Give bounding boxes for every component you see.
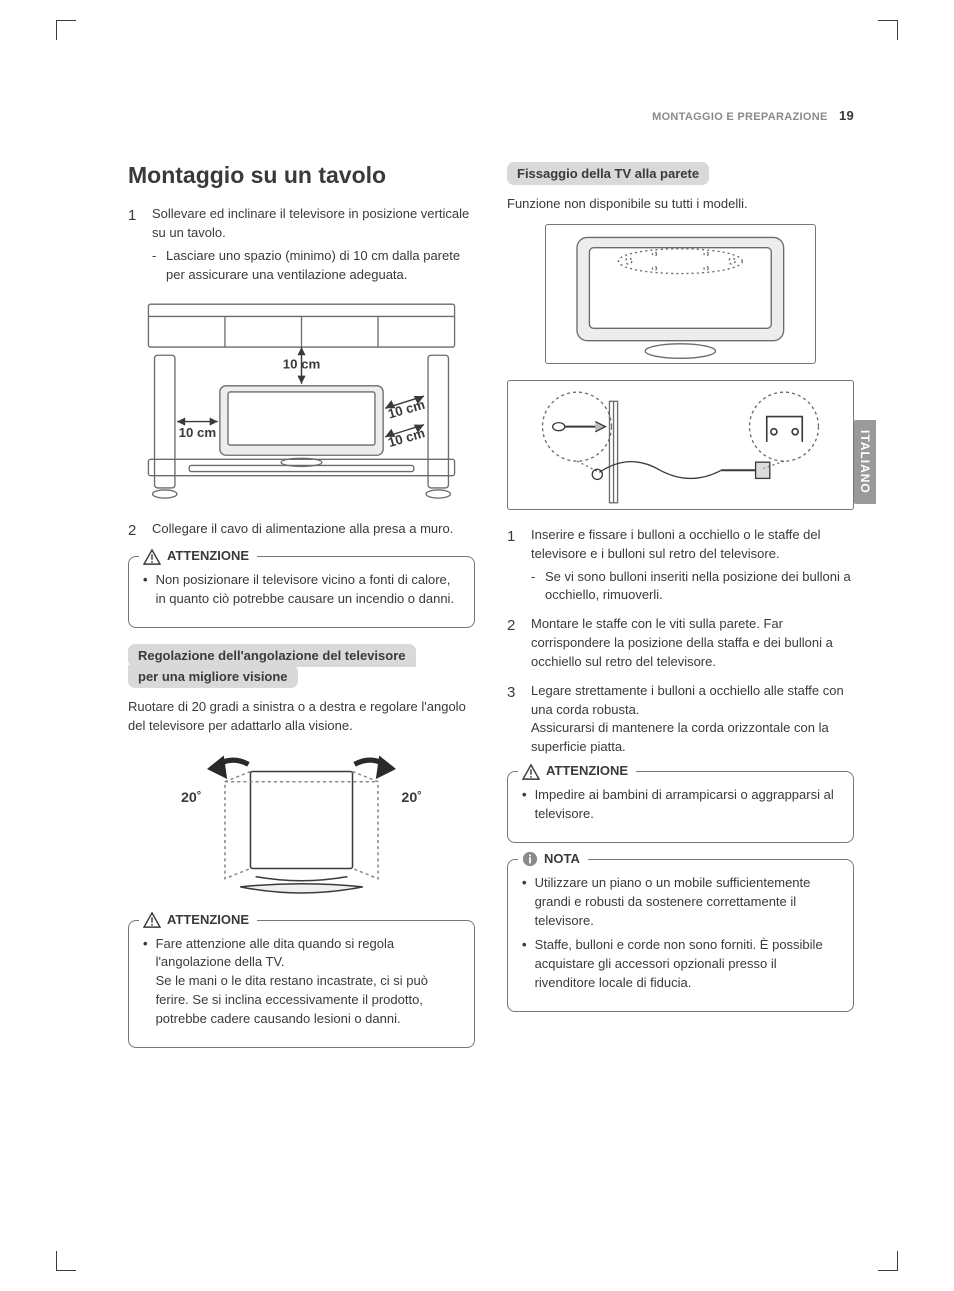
step-number: 1 <box>507 526 521 605</box>
page-title: Montaggio su un tavolo <box>128 162 475 189</box>
info-icon <box>522 851 538 867</box>
wall-tv-diagram <box>546 225 815 370</box>
language-tab: ITALIANO <box>854 420 876 504</box>
caution-box: ATTENZIONE Non posizionare il televisore… <box>128 556 475 628</box>
bracket-diagram <box>508 381 853 513</box>
step-2: 2 Collegare il cavo di alimentazione all… <box>128 520 475 542</box>
caution-title: ATTENZIONE <box>139 911 257 930</box>
svg-text:20˚: 20˚ <box>401 790 422 806</box>
step-sub: - Se vi sono bulloni inseriti nella posi… <box>531 568 854 606</box>
step-1: 1 Inserire e fissare i bulloni a occhiel… <box>507 526 854 605</box>
warning-icon <box>143 912 161 928</box>
step-sub: - Lasciare uno spazio (minimo) di 10 cm … <box>152 247 475 285</box>
warning-icon <box>522 764 540 780</box>
warning-icon <box>143 549 161 565</box>
caution-title: ATTENZIONE <box>518 762 636 781</box>
figure-swivel: 20˚ 20˚ <box>128 746 475 906</box>
subsection-pill: Fissaggio della TV alla parete <box>507 162 709 185</box>
page-header: MONTAGGIO E PREPARAZIONE 19 <box>652 108 854 123</box>
caution-box: ATTENZIONE Fare attenzione alle dita qua… <box>128 920 475 1048</box>
note-title: NOTA <box>518 850 588 869</box>
caution-item: Non posizionare il televisore vicino a f… <box>143 571 460 609</box>
step-1: 1 Sollevare ed inclinare il televisore i… <box>128 205 475 284</box>
step-number: 2 <box>507 615 521 672</box>
svg-text:10 cm: 10 cm <box>386 397 426 422</box>
step-text: Montare le staffe con le viti sulla pare… <box>531 615 854 672</box>
svg-text:20˚: 20˚ <box>181 790 202 806</box>
step-text: Legare strettamente i bulloni a occhiell… <box>531 682 854 757</box>
svg-text:10 cm: 10 cm <box>386 426 426 451</box>
note-item: Utilizzare un piano o un mobile sufficie… <box>522 874 839 931</box>
step-3: 3 Legare strettamente i bulloni a occhie… <box>507 682 854 757</box>
crop-mark <box>56 20 76 40</box>
step-2: 2 Montare le staffe con le viti sulla pa… <box>507 615 854 672</box>
caution-title: ATTENZIONE <box>139 547 257 566</box>
crop-mark <box>878 20 898 40</box>
figure-wall-mount-tv <box>545 224 816 364</box>
section-title: MONTAGGIO E PREPARAZIONE <box>652 111 827 123</box>
caution-item: Fare attenzione alle dita quando si rego… <box>143 935 460 1029</box>
step-number: 2 <box>128 520 142 542</box>
step-text: Collegare il cavo di alimentazione alla … <box>152 520 475 542</box>
left-column: Montaggio su un tavolo 1 Sollevare ed in… <box>128 162 475 1064</box>
note-item: Staffe, bulloni e corde non sono forniti… <box>522 936 839 993</box>
right-column: Fissaggio della TV alla parete Funzione … <box>507 162 854 1064</box>
svg-text:10 cm: 10 cm <box>179 425 217 440</box>
step-text: Inserire e fissare i bulloni a occhiello… <box>531 526 854 564</box>
crop-mark <box>56 1251 76 1271</box>
angle-description: Ruotare di 20 gradi a sinistra o a destr… <box>128 698 475 736</box>
figure-wall-bracket <box>507 380 854 510</box>
caution-box: ATTENZIONE Impedire ai bambini di arramp… <box>507 771 854 843</box>
step-number: 1 <box>128 205 142 284</box>
step-text: Sollevare ed inclinare il televisore in … <box>152 205 475 243</box>
swivel-diagram: 20˚ 20˚ <box>128 746 475 909</box>
intro-text: Funzione non disponibile su tutti i mode… <box>507 195 854 214</box>
clearance-diagram: 10 cm 10 cm 10 cm 10 cm <box>128 294 475 508</box>
figure-table-clearance: 10 cm 10 cm 10 cm 10 cm <box>128 294 475 504</box>
svg-text:10 cm: 10 cm <box>283 357 321 372</box>
page-number: 19 <box>839 108 854 123</box>
step-number: 3 <box>507 682 521 757</box>
subsection-pill: Regolazione dell'angolazione del televis… <box>128 644 475 688</box>
caution-item: Impedire ai bambini di arrampicarsi o ag… <box>522 786 839 824</box>
note-box: NOTA Utilizzare un piano o un mobile suf… <box>507 859 854 1012</box>
crop-mark <box>878 1251 898 1271</box>
